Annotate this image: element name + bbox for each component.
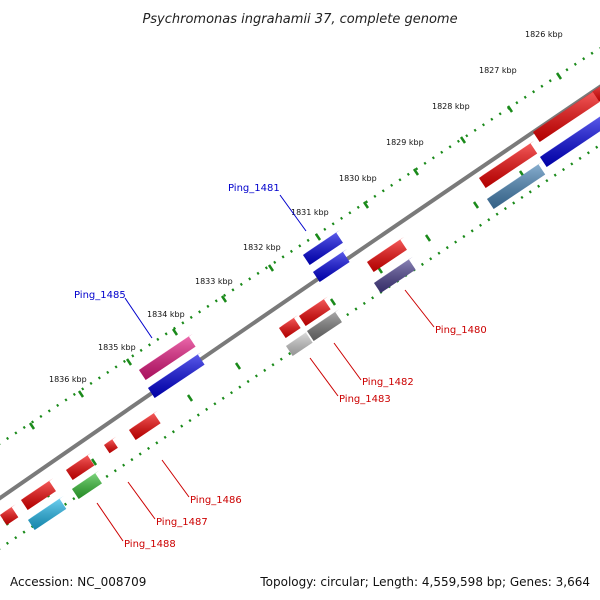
gene-shading bbox=[313, 251, 350, 282]
tick-label: 1828 kbp bbox=[432, 102, 470, 111]
gene-bevel bbox=[28, 495, 64, 520]
tick-label: 1834 kbp bbox=[147, 310, 185, 319]
tick-labels: 1826 kbp 1827 kbp 1828 kbp 1829 kbp 1830… bbox=[49, 30, 563, 384]
gene-shading bbox=[479, 143, 538, 188]
gene-shading bbox=[367, 239, 407, 272]
gene-bevel bbox=[367, 236, 405, 262]
gene-label-ping-1480[interactable]: Ping_1480 bbox=[435, 325, 487, 336]
gene-labels: Ping_1481 Ping_1485 Ping_1480 Ping_1482 … bbox=[74, 183, 487, 550]
genome-backbone bbox=[0, 84, 600, 501]
gene-bevel bbox=[104, 436, 117, 445]
gene-bevel bbox=[148, 351, 202, 388]
gene-bevel bbox=[540, 116, 600, 157]
gene-shading bbox=[148, 354, 205, 398]
tick-label: 1827 kbp bbox=[479, 66, 517, 75]
gene-shading bbox=[129, 413, 161, 440]
gene-label-ping-1486[interactable]: Ping_1486 bbox=[190, 495, 242, 506]
gene-label-ping-1487[interactable]: Ping_1487 bbox=[156, 517, 208, 528]
tick-label: 1830 kbp bbox=[339, 174, 377, 183]
tick-label: 1833 kbp bbox=[195, 277, 233, 286]
tick-label: 1836 kbp bbox=[49, 375, 87, 384]
gene-label-ping-1488[interactable]: Ping_1488 bbox=[124, 539, 176, 550]
leader-ping-1483 bbox=[309, 357, 339, 397]
gene-label-ping-1485[interactable]: Ping_1485 bbox=[74, 290, 126, 301]
gene-shading bbox=[299, 299, 331, 326]
gene-shading bbox=[28, 498, 67, 530]
gene-bevel bbox=[286, 329, 310, 346]
map-title: Psychromonas ingrahamii 37, complete gen… bbox=[142, 12, 457, 27]
tick-label: 1835 kbp bbox=[98, 343, 136, 352]
gene-bevel bbox=[592, 86, 600, 92]
gene-shading bbox=[72, 473, 102, 499]
gene-shading bbox=[533, 91, 600, 142]
leader-ping-1487 bbox=[127, 481, 156, 520]
gene-shading bbox=[592, 86, 600, 102]
gene-shading bbox=[0, 507, 19, 525]
gene-bevel bbox=[279, 314, 298, 328]
gene-bevel bbox=[299, 296, 328, 316]
gene-shading bbox=[286, 332, 313, 356]
gene-shading bbox=[374, 259, 416, 293]
gene-shading bbox=[66, 455, 95, 480]
gene-features bbox=[0, 86, 600, 530]
gene-label-ping-1482[interactable]: Ping_1482 bbox=[362, 377, 414, 388]
gene-bevel bbox=[313, 248, 347, 272]
leader-ping-1485 bbox=[124, 297, 153, 339]
label-leaders bbox=[96, 194, 435, 542]
genome-stats-text: Topology: circular; Length: 4,559,598 bp… bbox=[259, 575, 590, 589]
tick-label: 1831 kbp bbox=[291, 208, 329, 217]
gene-shading bbox=[307, 312, 342, 341]
leader-ping-1488 bbox=[96, 502, 124, 542]
gene-shading bbox=[540, 116, 600, 167]
leader-ping-1486 bbox=[161, 459, 190, 498]
gene-bevel bbox=[139, 333, 193, 370]
tick-label: 1826 kbp bbox=[525, 30, 563, 39]
gene-bevel bbox=[66, 452, 92, 470]
gene-bevel bbox=[533, 88, 597, 132]
outer-tick-track bbox=[0, 46, 600, 445]
gene-shading bbox=[303, 232, 343, 265]
gene-shading bbox=[279, 317, 301, 338]
tick-label: 1832 kbp bbox=[243, 243, 281, 252]
gene-bevel bbox=[0, 504, 16, 515]
tick-label: 1829 kbp bbox=[386, 138, 424, 147]
gene-bevel bbox=[303, 229, 341, 255]
gene-bevel bbox=[21, 478, 54, 500]
gene-label-ping-1483[interactable]: Ping_1483 bbox=[339, 394, 391, 405]
gene-bevel bbox=[374, 256, 413, 283]
gene-shading bbox=[104, 439, 118, 454]
gene-bevel bbox=[129, 410, 158, 430]
leader-ping-1481 bbox=[279, 194, 307, 232]
gene-bevel bbox=[479, 140, 535, 178]
leader-ping-1480 bbox=[404, 289, 435, 328]
gene-bevel bbox=[72, 470, 100, 489]
gene-shading bbox=[487, 164, 546, 209]
accession-text: Accession: NC_008709 bbox=[10, 575, 146, 589]
gene-shading bbox=[21, 481, 56, 510]
outer-major-ticks bbox=[28, 72, 563, 430]
leader-ping-1482 bbox=[333, 342, 362, 381]
gene-bevel bbox=[487, 161, 543, 199]
gene-shading bbox=[139, 336, 196, 380]
gene-label-ping-1481[interactable]: Ping_1481 bbox=[228, 183, 280, 194]
gene-bevel bbox=[307, 309, 340, 331]
